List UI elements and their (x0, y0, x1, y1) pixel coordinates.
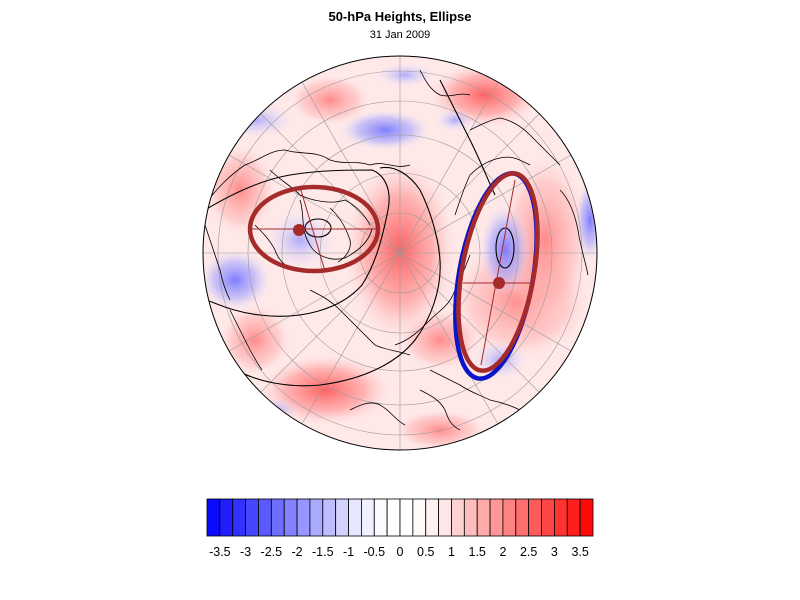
colorbar-box (438, 498, 452, 537)
colorbar-tick-label: -1.5 (312, 545, 334, 559)
colorbar-labels: -3.5 -3 -2.5 -2 -1.5 -1 -0.5 0 0.5 1 1.5 2 2.5 3 3.5 (209, 545, 589, 559)
colorbar-box (309, 498, 324, 537)
colorbar-box (322, 498, 337, 537)
negative-anomaly (265, 210, 335, 270)
negative-anomaly (340, 110, 430, 150)
colorbar-box (476, 498, 491, 537)
negative-anomaly (576, 180, 597, 260)
colorbar-box (283, 498, 298, 537)
colorbar-box (463, 498, 478, 537)
colorbar-box (451, 498, 465, 537)
colorbar-box (219, 498, 234, 537)
east-vortex-ellipse-red (456, 171, 540, 373)
colorbar-box (296, 498, 311, 537)
colorbar-box (386, 498, 401, 537)
colorbar-box (412, 498, 427, 537)
negative-anomaly (435, 108, 475, 132)
colorbar-tick-label: 2.5 (520, 545, 537, 559)
colorbar-box (232, 498, 247, 537)
colorbar-tick-label: 3.5 (571, 545, 588, 559)
colorbar-box (373, 498, 388, 537)
map-date: 31 Jan 2009 (369, 29, 431, 41)
colorbar-box (528, 498, 542, 537)
colorbar-box (515, 498, 530, 537)
colorbar-box (348, 498, 362, 537)
colorbar-tick-label: -2 (292, 545, 303, 559)
colorbar-box (425, 498, 440, 537)
colorbar-box (206, 498, 221, 537)
height-contours (204, 79, 515, 387)
positive-anomaly (290, 75, 370, 125)
colorbar-tick-label: -0.5 (363, 545, 385, 559)
colorbar-tick-label: 2 (499, 545, 506, 559)
colorbar-box (245, 498, 259, 537)
west-vortex-ellipse (247, 184, 381, 274)
colorbar-tick-label: -3.5 (209, 545, 231, 559)
negative-anomaly (203, 250, 270, 310)
colorbar-box (270, 498, 285, 537)
colorbar-tick-label: 1.5 (469, 545, 486, 559)
colorbar-boxes (206, 498, 594, 537)
colorbar-box (541, 498, 555, 537)
colorbar-tick-label: -2.5 (261, 545, 283, 559)
negative-anomaly (480, 205, 530, 295)
colorbar-tick-label: -3 (240, 545, 251, 559)
map-title: 50-hPa Heights, Ellipse (328, 9, 472, 24)
colorbar-box (554, 498, 568, 537)
globe-outline (202, 55, 598, 451)
colorbar-box (579, 498, 594, 537)
colorbar-tick-label: 1 (448, 545, 455, 559)
colorbar-box (566, 498, 581, 537)
positive-anomaly (220, 305, 290, 375)
negative-anomaly (375, 63, 435, 87)
colorbar-box (335, 498, 349, 537)
colorbar-tick-label: 0 (397, 545, 404, 559)
colorbar-box (258, 498, 272, 537)
colorbar-tick-label: -1 (343, 545, 354, 559)
colorbar-box (360, 498, 375, 537)
colorbar-box (502, 498, 517, 537)
colorbar-tick-label: 0.5 (417, 545, 434, 559)
colorbar-box (489, 498, 504, 537)
colorbar-tick-label: 3 (551, 545, 558, 559)
colorbar-box (399, 498, 414, 537)
